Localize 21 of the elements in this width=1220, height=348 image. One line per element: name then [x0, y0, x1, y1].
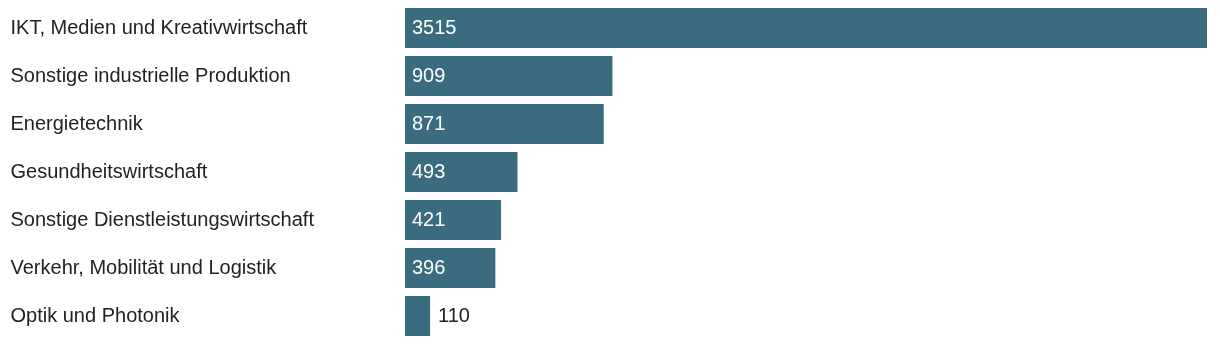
- data-label: 493: [412, 160, 446, 182]
- y-tick-label: Verkehr, Mobilität und Logistik: [10, 256, 278, 278]
- y-tick-label: Optik und Photonik: [10, 304, 181, 326]
- y-tick-label: Gesundheitswirtschaft: [10, 160, 208, 182]
- data-label: 909: [412, 64, 446, 86]
- bar: [405, 8, 1207, 48]
- data-label: 396: [412, 256, 446, 278]
- bar: [405, 104, 604, 144]
- bar: [405, 296, 431, 336]
- y-tick-label: Sonstige industrielle Produktion: [10, 64, 291, 86]
- bar: [405, 56, 613, 96]
- data-label: 110: [438, 304, 470, 326]
- data-label: 421: [412, 208, 446, 230]
- bar: [405, 248, 496, 288]
- y-tick-label: Sonstige Dienstleistungswirtschaft: [10, 208, 315, 230]
- data-label: 3515: [412, 16, 457, 38]
- bar: [405, 200, 502, 240]
- y-tick-label: IKT, Medien und Kreativwirtschaft: [10, 16, 308, 38]
- data-label: 871: [412, 112, 446, 134]
- bar: [405, 152, 518, 192]
- y-tick-label: Energietechnik: [10, 112, 144, 134]
